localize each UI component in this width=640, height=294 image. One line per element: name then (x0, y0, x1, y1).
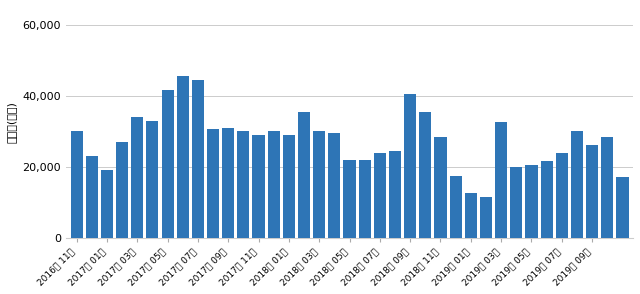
Bar (70, 131, 83, 238)
Bar (525, 165, 538, 238)
Bar (465, 193, 477, 238)
Bar (616, 177, 628, 238)
Bar (344, 160, 356, 238)
Bar (116, 142, 128, 238)
Bar (586, 146, 598, 238)
Bar (268, 131, 280, 238)
Bar (495, 122, 508, 238)
Bar (541, 161, 553, 238)
Bar (358, 160, 371, 238)
Bar (313, 131, 325, 238)
Bar (449, 176, 461, 238)
Bar (510, 167, 522, 238)
Bar (435, 136, 447, 238)
Bar (237, 131, 250, 238)
Bar (131, 117, 143, 238)
Bar (419, 112, 431, 238)
Bar (147, 121, 159, 238)
Y-axis label: 거래량(건수): 거래량(건수) (7, 101, 17, 143)
Bar (571, 131, 583, 238)
Bar (556, 153, 568, 238)
Bar (389, 151, 401, 238)
Bar (298, 112, 310, 238)
Bar (283, 135, 295, 238)
Bar (253, 135, 264, 238)
Bar (161, 90, 173, 238)
Bar (222, 128, 234, 238)
Bar (601, 136, 613, 238)
Bar (177, 76, 189, 238)
Bar (192, 80, 204, 238)
Bar (480, 197, 492, 238)
Bar (86, 156, 98, 238)
Bar (328, 133, 340, 238)
Bar (101, 170, 113, 238)
Bar (404, 94, 416, 238)
Bar (374, 153, 386, 238)
Bar (207, 129, 219, 238)
